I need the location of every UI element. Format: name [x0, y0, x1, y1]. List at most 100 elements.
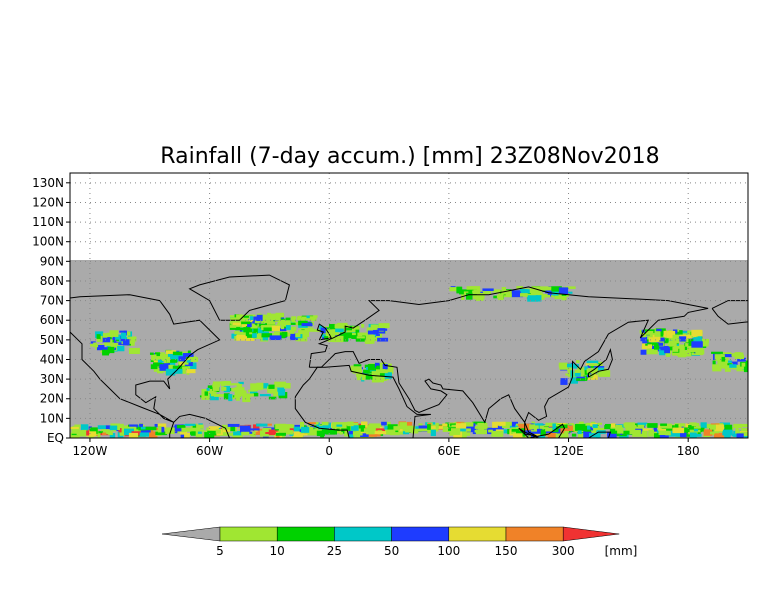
- colorbar-swatch: [391, 526, 450, 542]
- rainfall-cell: [349, 433, 354, 438]
- rainfall-cell: [352, 422, 359, 426]
- rainfall-cell: [150, 364, 158, 370]
- rainfall-cell: [427, 424, 431, 430]
- rainfall-cell: [164, 359, 168, 366]
- rainfall-cell: [140, 426, 150, 430]
- rainfall-cell: [80, 424, 89, 431]
- rainfall-cell: [703, 429, 713, 436]
- rainfall-cell: [267, 333, 279, 337]
- rainfall-cell: [721, 362, 733, 369]
- rainfall-cell: [337, 322, 348, 329]
- rainfall-cell: [184, 361, 193, 367]
- rainfall-cell: [540, 429, 546, 436]
- rainfall-cell: [166, 359, 177, 363]
- rainfall-cell: [267, 312, 271, 317]
- colorbar-threshold-label: 50: [384, 544, 399, 558]
- rainfall-cell: [367, 330, 379, 335]
- rainfall-cell: [689, 432, 697, 439]
- rainfall-cell: [153, 358, 160, 365]
- rainfall-cell: [108, 431, 113, 436]
- rainfall-cell: [109, 433, 116, 439]
- rainfall-cell: [172, 365, 183, 369]
- colorbar-threshold-label: 25: [327, 544, 342, 558]
- rainfall-cell: [230, 319, 236, 325]
- rainfall-cell: [204, 391, 209, 396]
- rainfall-cell: [361, 421, 368, 428]
- rainfall-cell: [111, 344, 120, 351]
- rainfall-cell: [129, 424, 138, 428]
- rainfall-cell: [352, 366, 362, 374]
- rainfall-cell: [709, 431, 715, 435]
- rainfall-cell: [263, 318, 274, 324]
- lat-tick-label: 50N: [40, 333, 64, 347]
- rainfall-cell: [245, 335, 255, 341]
- rainfall-cell: [110, 336, 117, 343]
- rainfall-cell: [539, 295, 545, 300]
- colorbar-threshold-label: 100: [437, 544, 460, 558]
- rainfall-cell: [121, 332, 127, 339]
- rainfall-cell: [577, 433, 587, 438]
- colorbar-unit-label: [mm]: [605, 544, 638, 558]
- rainfall-cell: [588, 364, 599, 367]
- rainfall-cell: [554, 294, 566, 300]
- rainfall-cell: [102, 432, 107, 436]
- rainfall-cell: [664, 347, 670, 354]
- rainfall-cell: [299, 317, 306, 323]
- rainfall-cell: [727, 363, 732, 366]
- rainfall-cell: [691, 329, 703, 337]
- rainfall-cell: [236, 314, 243, 319]
- rainfall-cell: [545, 427, 553, 430]
- rainfall-cell: [640, 336, 647, 342]
- rainfall-cell: [597, 422, 602, 425]
- rainfall-cell: [361, 374, 366, 381]
- eurasia-coastline: [308, 286, 709, 437]
- rainfall-cell: [494, 425, 504, 430]
- rainfall-cell: [231, 387, 238, 392]
- rainfall-cell: [242, 395, 251, 403]
- rainfall-cell: [598, 370, 611, 377]
- rainfall-cell: [681, 427, 694, 433]
- rainfall-cell: [367, 364, 380, 371]
- rainfall-cell: [375, 365, 380, 372]
- rainfall-cell: [582, 423, 593, 427]
- rainfall-data-region: [70, 260, 748, 438]
- rainfall-cell: [552, 428, 559, 433]
- rainfall-cell: [245, 393, 254, 397]
- rainfall-cell: [377, 337, 389, 342]
- rainfall-cell: [693, 426, 701, 429]
- rainfall-cell: [185, 356, 193, 363]
- rainfall-cell: [741, 362, 746, 367]
- rainfall-cell: [181, 427, 186, 433]
- lat-tick-label: 60N: [40, 313, 64, 327]
- rainfall-cell: [334, 324, 339, 329]
- rainfall-cell: [482, 288, 494, 292]
- rainfall-cell: [384, 423, 389, 430]
- rainfall-cell: [183, 429, 191, 432]
- rainfall-cell: [256, 314, 263, 322]
- rainfall-cell: [610, 423, 616, 428]
- rainfall-cell: [556, 427, 565, 434]
- rainfall-cell: [321, 421, 329, 426]
- rainfall-cell: [731, 361, 738, 367]
- lat-tick-label: 130N: [32, 176, 64, 190]
- rainfall-cell: [637, 422, 648, 426]
- rainfall-cell: [511, 421, 518, 427]
- rainfall-cell: [145, 426, 157, 431]
- rainfall-cell: [377, 328, 388, 331]
- rainfall-cell: [356, 336, 365, 339]
- rainfall-cell: [491, 430, 504, 437]
- colorbar-threshold-label: 5: [216, 544, 224, 558]
- rainfall-cell: [595, 431, 601, 439]
- rainfall-cell: [544, 430, 555, 434]
- rainfall-cell: [382, 363, 388, 370]
- rainfall-cell: [230, 383, 240, 386]
- rainfall-cell: [183, 353, 194, 357]
- rainfall-cell: [729, 364, 737, 368]
- rainfall-cell: [745, 360, 748, 365]
- rainfall-cell: [472, 290, 480, 295]
- rainfall-cell: [747, 353, 748, 360]
- rainfall-cell: [153, 362, 162, 365]
- rainfall-cell: [204, 432, 215, 439]
- rainfall-cell: [381, 421, 387, 426]
- lat-tick-label: 10N: [40, 411, 64, 425]
